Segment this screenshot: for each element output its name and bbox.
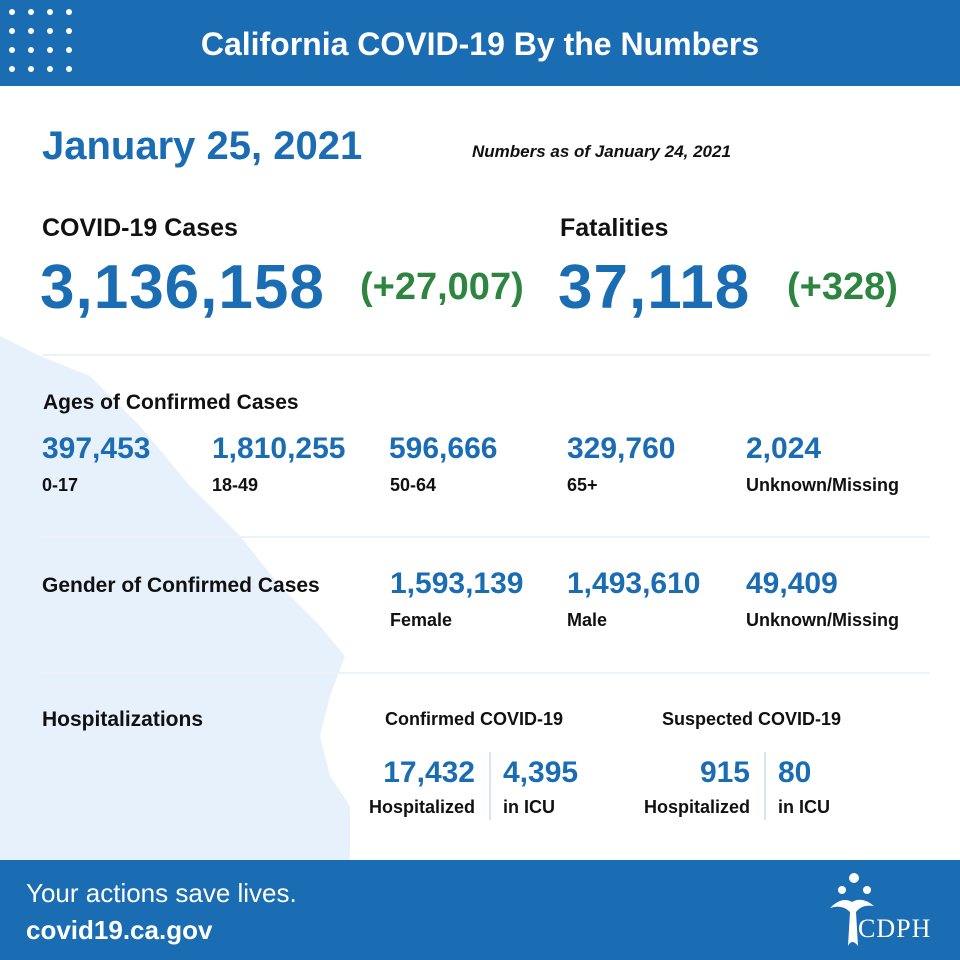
page-title: California COVID-19 By the Numbers bbox=[200, 26, 760, 62]
gender-group-value: 1,593,139 bbox=[390, 567, 524, 600]
dots-decoration-icon bbox=[9, 9, 72, 72]
cases-delta: (+27,007) bbox=[360, 266, 524, 308]
age-group-label: 18-49 bbox=[212, 475, 259, 495]
cdph-figures-logo-icon bbox=[830, 873, 874, 946]
gender-group-label: Male bbox=[567, 610, 608, 630]
confirmed-icu-label: in ICU bbox=[503, 797, 555, 817]
confirmed-hospitalized-label: Hospitalized bbox=[368, 797, 475, 817]
gender-group-label: Unknown/Missing bbox=[746, 610, 899, 630]
suspected-icu-value: 80 bbox=[778, 756, 812, 789]
divider bbox=[42, 354, 930, 356]
footer-banner: Your actions save lives. covid19.ca.gov … bbox=[0, 860, 960, 960]
tagline: Your actions save lives. bbox=[26, 878, 297, 908]
column-separator bbox=[489, 752, 491, 820]
gender-group-value: 1,493,610 bbox=[567, 567, 701, 600]
ages-section-title: Ages of Confirmed Cases bbox=[43, 391, 299, 414]
suspected-subtitle: Suspected COVID-19 bbox=[662, 709, 842, 729]
suspected-hospitalized-label: Hospitalized bbox=[643, 797, 750, 817]
divider bbox=[42, 536, 930, 538]
fatalities-value: 37,118 bbox=[558, 253, 751, 322]
fatalities-label: Fatalities bbox=[560, 214, 669, 242]
cases-label: COVID-19 Cases bbox=[42, 214, 238, 242]
age-group-value: 1,810,255 bbox=[212, 432, 346, 465]
report-date: January 25, 2021 bbox=[42, 124, 363, 168]
age-group-label: 65+ bbox=[567, 475, 598, 495]
fatalities-delta: (+328) bbox=[787, 266, 898, 308]
suspected-icu-label: in ICU bbox=[778, 797, 830, 817]
as-of-note: Numbers as of January 24, 2021 bbox=[472, 142, 731, 161]
age-group-value: 596,666 bbox=[389, 432, 498, 465]
gender-group-label: Female bbox=[390, 610, 453, 630]
age-group-value: 329,760 bbox=[567, 432, 676, 465]
gender-group-value: 49,409 bbox=[746, 567, 838, 600]
cases-value: 3,136,158 bbox=[40, 253, 325, 322]
age-group-label: 0-17 bbox=[42, 475, 79, 495]
confirmed-subtitle: Confirmed COVID-19 bbox=[385, 709, 564, 729]
age-group-label: 50-64 bbox=[390, 475, 437, 495]
age-group-value: 397,453 bbox=[42, 432, 151, 465]
website-link[interactable]: covid19.ca.gov bbox=[26, 915, 213, 945]
hospitalizations-section-title: Hospitalizations bbox=[42, 708, 204, 731]
california-map-shape bbox=[0, 336, 350, 860]
divider bbox=[42, 672, 930, 674]
cdph-logo-text: CDPH bbox=[858, 914, 932, 943]
confirmed-icu-value: 4,395 bbox=[503, 756, 579, 789]
column-separator bbox=[764, 752, 766, 820]
age-group-value: 2,024 bbox=[746, 432, 822, 465]
suspected-hospitalized-value: 915 bbox=[699, 756, 750, 789]
header-banner: California COVID-19 By the Numbers bbox=[0, 0, 960, 86]
age-group-label: Unknown/Missing bbox=[746, 475, 899, 495]
gender-section-title: Gender of Confirmed Cases bbox=[42, 574, 320, 597]
confirmed-hospitalized-value: 17,432 bbox=[383, 756, 475, 789]
